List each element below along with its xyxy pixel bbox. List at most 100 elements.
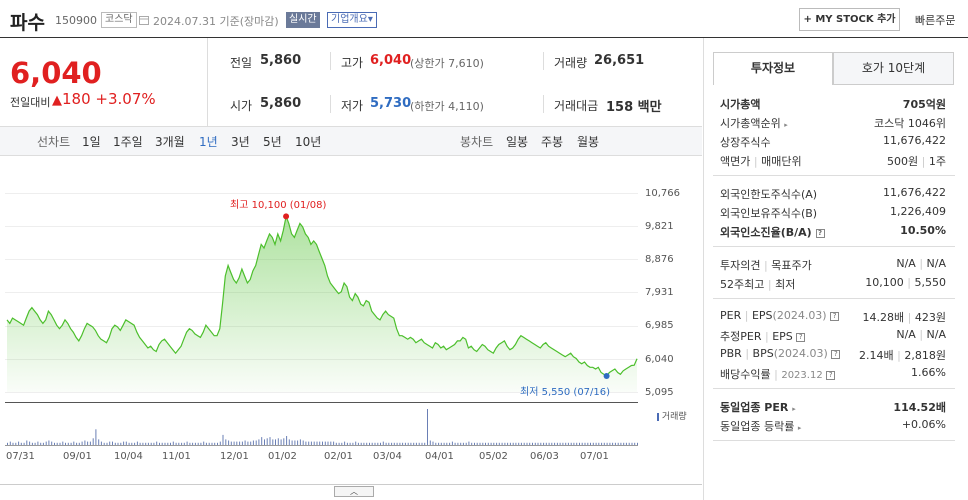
volume-bar [247, 441, 249, 445]
volume-bar [625, 442, 627, 446]
help-icon[interactable]: ? [831, 349, 841, 359]
volume-bar [89, 441, 91, 445]
sector-change-label[interactable]: 동일업종 등락률 ▸ [720, 420, 802, 433]
help-icon[interactable]: ? [796, 332, 806, 342]
volume-bar [114, 442, 116, 446]
tab-candle-daily[interactable]: 일봉 [506, 135, 529, 149]
volume-bar [330, 441, 332, 445]
volume-bar [125, 441, 127, 445]
volume-bar [592, 442, 594, 446]
volume-bar [183, 442, 185, 446]
volume-bar [145, 442, 147, 446]
volume-bar [391, 442, 393, 446]
y-tick-label: 7,931 [645, 287, 674, 298]
volume-bar [335, 442, 337, 446]
date-text: 2024.07.31 기준(장마감) [153, 15, 279, 28]
volume-bar [51, 441, 53, 445]
quick-order-button[interactable]: 빠른주문 [915, 14, 956, 27]
volume-bar [612, 442, 614, 446]
volume-bar [451, 441, 453, 445]
volume-bar [446, 442, 448, 446]
volume-bar [584, 442, 586, 446]
volume-bar [18, 441, 20, 445]
volume-bar [228, 440, 230, 445]
tab-period-1w[interactable]: 1주일 [113, 135, 143, 149]
volume-bar [512, 442, 514, 446]
volume-bar [346, 442, 348, 446]
price-chart[interactable] [0, 160, 702, 465]
volume-bar [504, 442, 506, 446]
tab-candle-monthly[interactable]: 월봉 [577, 135, 600, 149]
market-cap-rank-label[interactable]: 시가총액순위 ▸ [720, 117, 788, 130]
my-stock-add-button[interactable]: + MY STOCK 추가 [799, 8, 900, 31]
sector-per-label[interactable]: 동일업종 PER ▸ [720, 401, 796, 414]
candle-chart-label[interactable]: 봉차트 [460, 135, 494, 149]
volume-bar [479, 442, 481, 446]
volume-bar [258, 439, 260, 445]
volume-legend: 거래량 [657, 409, 687, 422]
volume-bar [576, 442, 578, 446]
volume-bar [374, 442, 376, 446]
chevron-right-icon: ▸ [784, 121, 788, 129]
volume-bar [178, 442, 180, 446]
help-icon[interactable]: ? [830, 311, 840, 321]
opinion-value: N/A | N/A [896, 257, 946, 270]
x-tick-label: 09/01 [63, 451, 92, 462]
volume-bar [34, 442, 36, 446]
volume-bar [23, 442, 25, 446]
divider [330, 95, 331, 113]
volume-bar [297, 440, 299, 445]
tab-candle-weekly[interactable]: 주봉 [541, 135, 564, 149]
volume-bar [275, 439, 276, 445]
trade-value: 158 백만 [606, 100, 662, 115]
tab-period-1y[interactable]: 1년 [199, 135, 218, 149]
line-chart-label[interactable]: 선차트 [37, 135, 71, 149]
divider [713, 440, 955, 441]
tab-period-1d[interactable]: 1일 [82, 135, 101, 149]
realtime-badge[interactable]: 실시간 [286, 12, 320, 28]
tab-period-3m[interactable]: 3개월 [155, 135, 185, 149]
tab-investment-info[interactable]: 투자정보 [713, 52, 833, 85]
volume-bar [371, 442, 373, 446]
foreign-limit-value: 11,676,422 [883, 186, 946, 199]
divider [713, 246, 955, 247]
volume-bar [393, 442, 395, 446]
volume-bar [139, 442, 141, 446]
x-tick-label: 11/01 [162, 451, 191, 462]
tab-period-10y[interactable]: 10년 [295, 135, 322, 149]
open-value: 5,860 [260, 96, 302, 111]
corp-overview-button[interactable]: 기업개요▾ [327, 12, 377, 28]
divider [713, 388, 955, 389]
volume-bar [175, 442, 177, 446]
volume-bar [310, 441, 312, 445]
volume-bar [261, 437, 263, 445]
volume-value: 26,651 [594, 53, 645, 68]
volume-bar [20, 442, 22, 446]
volume-bar [131, 442, 133, 446]
volume-bar [396, 442, 398, 446]
volume-bar [529, 442, 531, 446]
help-icon[interactable]: ? [826, 370, 836, 380]
volume-bar [482, 442, 484, 446]
volume-bar [429, 440, 431, 445]
volume-bar [95, 429, 97, 446]
collapse-chart-button[interactable]: ︿ [334, 486, 374, 497]
volume-bar [205, 442, 207, 446]
volume-bar [241, 441, 243, 445]
volume-bar [410, 442, 412, 446]
tab-period-5y[interactable]: 5년 [263, 135, 282, 149]
high-value: 6,040 [370, 53, 412, 68]
volume-bar [404, 442, 406, 446]
tab-orderbook-10[interactable]: 호가 10단계 [833, 52, 954, 85]
volume-bar [507, 442, 509, 446]
volume-bar [299, 439, 301, 445]
volume-bar [308, 441, 310, 445]
volume-bar [540, 442, 542, 446]
x-tick-label: 02/01 [324, 451, 353, 462]
tab-period-3y[interactable]: 3년 [231, 135, 250, 149]
volume-bar [277, 438, 279, 446]
volume-bar [402, 442, 404, 446]
help-icon[interactable]: ? [815, 228, 825, 238]
volume-bar [570, 442, 572, 446]
foreign-holding-value: 1,226,409 [890, 205, 946, 218]
